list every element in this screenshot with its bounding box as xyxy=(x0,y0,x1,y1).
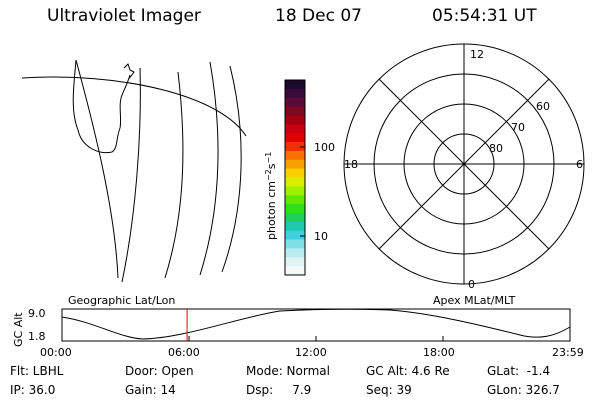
meridian-3 xyxy=(164,71,184,279)
status-seq: Seq: 39 xyxy=(366,383,412,397)
colorbar-segment xyxy=(285,150,305,161)
colorbar-segment xyxy=(285,115,305,125)
colorbar-label-100: 100 xyxy=(314,141,335,154)
colorbar-segment xyxy=(285,266,305,276)
status-flt: Flt: LBHL xyxy=(10,364,64,378)
x-tick-0600: 06:00 xyxy=(168,346,200,359)
gc-alt-tick-bottom: 1.8 xyxy=(28,330,46,343)
colorbar-segment xyxy=(285,97,305,108)
colorbar-label-10: 10 xyxy=(314,230,328,243)
geographic-map xyxy=(21,59,247,283)
polar-label-18: 18 xyxy=(344,158,358,171)
colorbar-segment xyxy=(285,80,305,90)
status-dsp: Dsp: 7.9 xyxy=(246,383,312,397)
meridian-1 xyxy=(75,59,119,279)
instrument-title: Ultraviolet Imager xyxy=(47,6,201,26)
x-tick-0000: 00:00 xyxy=(40,346,72,359)
colorbar-segment xyxy=(285,159,305,170)
meridian-4 xyxy=(199,61,219,276)
status-mode: Mode: Normal xyxy=(246,364,330,378)
polar-label-0: 0 xyxy=(468,278,475,291)
colorbar-segment xyxy=(285,248,305,258)
colorbar-segment xyxy=(285,142,305,152)
colorbar-segment xyxy=(285,168,305,179)
status-gc-alt: GC Alt: 4.6 Re xyxy=(366,364,450,378)
colorbar-segment xyxy=(285,106,305,117)
altitude-curve xyxy=(61,308,571,340)
polar-label-80: 80 xyxy=(489,142,503,155)
colorbar xyxy=(285,80,305,276)
polar-label-60: 60 xyxy=(536,100,550,113)
polar-label-6: 6 xyxy=(576,158,583,171)
colorbar-segment xyxy=(285,221,305,232)
status-glon: GLon: 326.7 xyxy=(487,383,560,397)
colorbar-segment xyxy=(285,257,305,267)
status-glat: GLat: -1.4 xyxy=(487,364,551,378)
timeline-ticks xyxy=(61,336,571,341)
meridian-2 xyxy=(121,67,141,283)
polar-plot xyxy=(343,43,585,285)
polar-diagonal-2 xyxy=(378,78,550,250)
colorbar-segment xyxy=(285,186,305,196)
apex-mlat-mlt-label: Apex MLat/MLT xyxy=(433,294,516,307)
colorbar-unit-label: photon cm−2s−1 xyxy=(264,152,278,240)
colorbar-segment xyxy=(285,230,305,241)
status-door: Door: Open xyxy=(125,364,194,378)
colorbar-segment xyxy=(285,239,305,250)
x-tick-2359: 23:59 xyxy=(552,346,584,359)
geographic-latlon-label: Geographic Lat/Lon xyxy=(68,294,175,307)
colorbar-segment xyxy=(285,88,305,99)
map-boundary-arc xyxy=(21,76,247,137)
x-tick-1200: 12:00 xyxy=(295,346,327,359)
colorbar-segment xyxy=(285,133,305,143)
coastline xyxy=(72,59,135,154)
gc-alt-axis-title: GC Alt xyxy=(12,312,25,347)
meridian-5 xyxy=(221,65,242,273)
status-ip: IP: 36.0 xyxy=(10,383,56,397)
colorbar-segment xyxy=(285,177,305,187)
time-label: 05:54:31 UT xyxy=(432,6,537,26)
date-label: 18 Dec 07 xyxy=(275,6,362,26)
colorbar-segment xyxy=(285,212,305,223)
x-tick-1800: 18:00 xyxy=(423,346,455,359)
gc-alt-tick-top: 9.0 xyxy=(28,307,46,320)
polar-label-12: 12 xyxy=(470,48,484,61)
colorbar-segment xyxy=(285,204,305,214)
colorbar-segment xyxy=(285,124,305,134)
status-gain: Gain: 14 xyxy=(125,383,176,397)
colorbar-segment xyxy=(285,195,305,205)
polar-label-70: 70 xyxy=(511,121,525,134)
colorbar-frame xyxy=(284,79,306,276)
